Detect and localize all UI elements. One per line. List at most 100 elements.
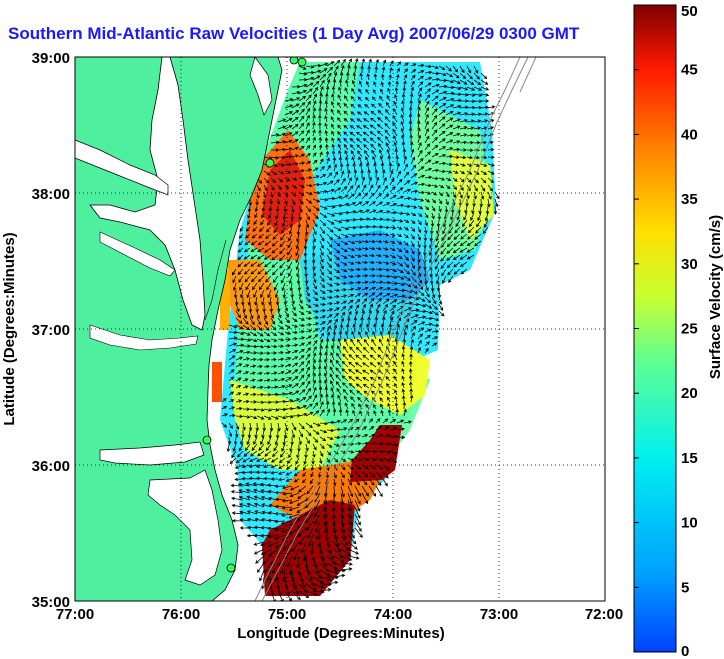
velocity-arrow [312, 436, 319, 443]
velocity-arrow [262, 555, 272, 565]
velocity-arrow [389, 233, 396, 237]
velocity-arrow [409, 394, 414, 403]
velocity-arrow [389, 240, 396, 244]
velocity-arrow [319, 443, 325, 450]
velocity-arrow [361, 239, 370, 244]
velocity-arrow [235, 414, 244, 419]
velocity-arrow [417, 226, 422, 234]
velocity-arrow [298, 137, 305, 144]
velocity-arrow [271, 261, 279, 268]
velocity-arrow [361, 260, 369, 265]
velocity-arrow [410, 289, 419, 295]
velocity-arrow [431, 95, 439, 102]
velocity-arrow [326, 569, 339, 575]
velocity-arrow [319, 289, 326, 294]
velocity-arrow [351, 87, 356, 95]
velocity-arrow [312, 322, 320, 326]
velocity-arrow [361, 492, 369, 505]
velocity-arrow [307, 527, 314, 540]
velocity-arrow [333, 240, 341, 247]
velocity-arrow [452, 191, 457, 199]
velocity-arrow [424, 70, 433, 75]
velocity-arrow [417, 75, 424, 81]
velocity-arrow [389, 310, 395, 319]
velocity-arrow [480, 140, 488, 145]
velocity-arrow [347, 316, 351, 326]
velocity-arrow [438, 161, 447, 166]
velocity-arrow [319, 302, 327, 307]
velocity-arrow [438, 296, 443, 306]
velocity-arrow [274, 534, 286, 540]
velocity-arrow [298, 205, 303, 213]
velocity-arrow [282, 569, 286, 583]
velocity-arrow [305, 144, 311, 151]
velocity-arrow [344, 402, 349, 410]
velocity-arrow [396, 419, 405, 424]
velocity-arrow [376, 130, 384, 137]
velocity-arrow [235, 406, 243, 411]
velocity-arrow [389, 426, 398, 431]
velocity-arrow [417, 93, 422, 102]
velocity-arrow [363, 144, 370, 151]
velocity-arrow [259, 569, 265, 582]
velocity-arrow [382, 303, 389, 312]
velocity-arrow [333, 562, 346, 568]
velocity-arrow [312, 240, 316, 250]
velocity-arrow [368, 449, 377, 454]
velocity-arrow [291, 369, 299, 375]
velocity-arrow [396, 435, 406, 440]
velocity-arrow [340, 300, 347, 305]
velocity-arrow [487, 163, 496, 167]
velocity-arrow [268, 548, 279, 556]
velocity-arrow [238, 275, 244, 283]
velocity-arrow [345, 79, 349, 88]
velocity-arrow [242, 415, 251, 419]
velocity-arrow [349, 144, 356, 151]
velocity-arrow [298, 130, 305, 137]
velocity-arrow [228, 369, 235, 375]
velocity-arrow [356, 118, 363, 123]
velocity-arrow [417, 63, 425, 68]
velocity-arrow [326, 180, 334, 186]
velocity-arrow [288, 268, 293, 277]
velocity-arrow [342, 388, 349, 396]
velocity-arrow [484, 212, 489, 222]
velocity-arrow [459, 155, 467, 160]
velocity-arrow [431, 323, 440, 328]
velocity-arrow [250, 240, 258, 246]
velocity-arrow [382, 457, 391, 462]
velocity-arrow [237, 254, 244, 260]
velocity-arrow [385, 109, 391, 116]
velocity-arrow [332, 156, 337, 165]
velocity-arrow [452, 111, 462, 116]
velocity-arrow [298, 65, 307, 70]
velocity-arrow [291, 296, 295, 305]
velocity-arrow [331, 123, 335, 130]
velocity-arrow [251, 233, 258, 239]
velocity-arrow [410, 173, 418, 179]
velocity-arrow [343, 118, 349, 123]
velocity-arrow [351, 330, 356, 340]
velocity-arrow [325, 344, 329, 354]
velocity-arrow [277, 140, 287, 144]
velocity-arrow [466, 72, 473, 80]
velocity-arrow [263, 371, 271, 376]
velocity-arrow [389, 218, 397, 223]
velocity-arrow [261, 205, 266, 212]
velocity-arrow [312, 144, 316, 151]
velocity-arrow [284, 111, 293, 116]
velocity-arrow [396, 226, 403, 230]
velocity-arrow [294, 464, 300, 471]
velocity-arrow [396, 247, 403, 253]
velocity-arrow [312, 282, 317, 290]
velocity-arrow [258, 282, 265, 291]
velocity-arrow [285, 478, 293, 482]
velocity-arrow [319, 166, 325, 172]
velocity-arrow [382, 280, 391, 285]
velocity-arrow [438, 96, 447, 102]
velocity-arrow [270, 331, 278, 336]
velocity-arrow [303, 240, 308, 250]
velocity-arrow [264, 240, 272, 246]
velocity-arrow [375, 457, 384, 462]
velocity-arrow [311, 254, 316, 264]
